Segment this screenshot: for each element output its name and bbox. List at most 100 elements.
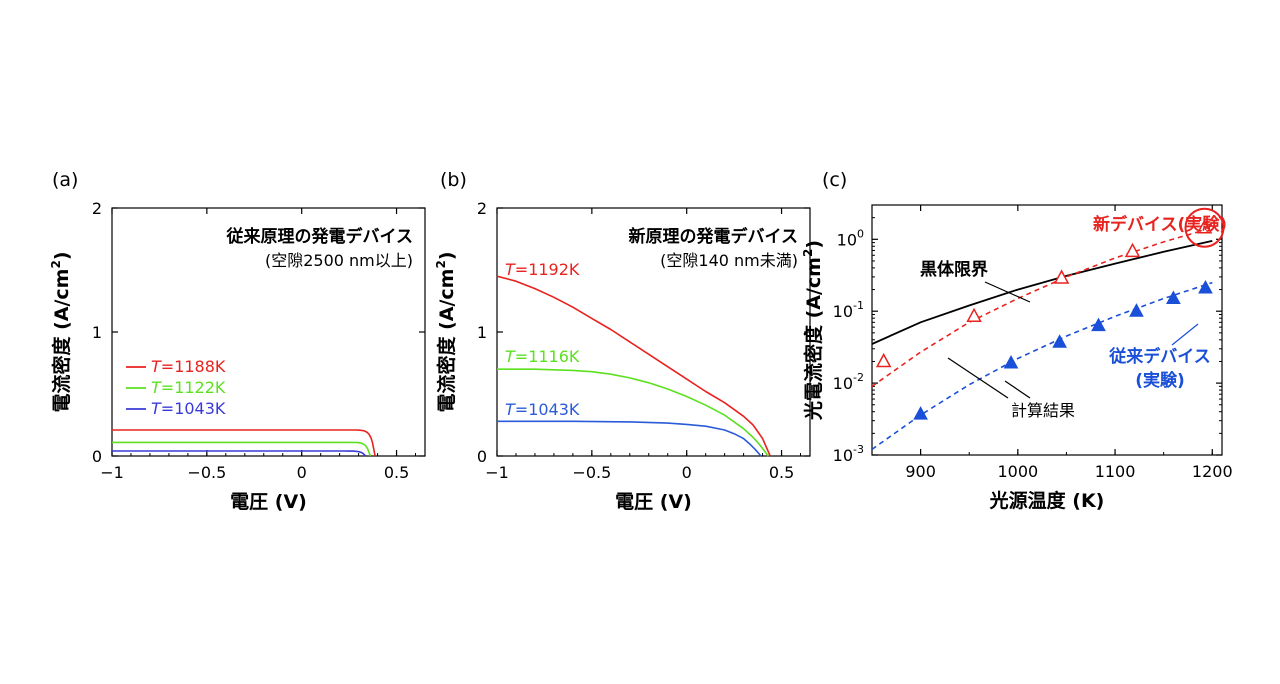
- highlight-circle: [1184, 207, 1225, 248]
- y-tick-label: 0: [92, 447, 102, 466]
- old-device-point: [1166, 290, 1181, 305]
- x-axis-label: 電圧 (V): [230, 491, 307, 513]
- old-device-point: [1003, 355, 1019, 369]
- x-tick-label: 1100: [1095, 462, 1136, 481]
- curve-label-0: T=1192K: [505, 260, 580, 279]
- y-axis-label-end: ): [51, 251, 73, 260]
- y-tick-exp: -2: [853, 371, 864, 384]
- x-tick-label: 1200: [1192, 462, 1233, 481]
- curve-label-name: =1043K: [515, 400, 580, 419]
- blackbody-leader: [984, 281, 1031, 303]
- y-tick-label: 1: [477, 323, 487, 342]
- calc-leader-2: [1004, 380, 1031, 399]
- curve-label-name: =1192K: [515, 260, 580, 279]
- iv-curve-0: [112, 429, 376, 457]
- old-device-leader: [1171, 323, 1199, 346]
- y-tick-label: 0: [477, 447, 487, 466]
- calc-leader-1: [947, 357, 1009, 399]
- legend-entry-0: T=1188K: [151, 357, 226, 376]
- panel-label: (c): [822, 169, 847, 191]
- legend-name: =1043K: [161, 399, 226, 418]
- y-tick-label: 1: [92, 323, 102, 342]
- x-tick-label: −1: [100, 463, 124, 482]
- y-axis-label-text: 光電流密度 (A/cm: [802, 257, 825, 421]
- y-axis-label-sup: 2: [49, 260, 63, 268]
- y-tick-label: 10-3: [833, 443, 864, 465]
- y-axis-label-text: 電流密度 (A/cm: [50, 269, 73, 413]
- legend-name: =1122K: [161, 378, 226, 397]
- blackbody-label: 黒体限界: [920, 259, 988, 280]
- curve-label-T: T: [505, 347, 516, 366]
- panel-subtitle: (空隙140 nm未満): [660, 251, 798, 270]
- iv-curve-1: [112, 441, 372, 457]
- y-tick-label: 100: [837, 227, 864, 249]
- y-axis-label: 電流密度 (A/cm2): [434, 251, 458, 412]
- y-axis-label-end: ): [803, 240, 825, 249]
- new-device-label: 新デバイス(実験): [1093, 214, 1227, 235]
- curve-label-T: T: [505, 400, 516, 419]
- panel-title: 従来原理の発電デバイス: [226, 226, 414, 247]
- y-tick-base: 10: [833, 446, 853, 465]
- old-device-label: 従来デバイス: [1108, 346, 1211, 367]
- curve-label-2: T=1043K: [505, 400, 580, 419]
- new-device-point: [1053, 269, 1070, 284]
- old-device-point: [1198, 279, 1213, 294]
- x-tick-label: 900: [905, 462, 936, 481]
- x-tick-label: 0.5: [769, 463, 794, 482]
- iv-curve-2: [497, 420, 762, 457]
- y-tick-base: 10: [833, 374, 853, 393]
- panel-label: (a): [52, 169, 78, 191]
- y-axis-label: 光電流密度 (A/cm2): [801, 240, 825, 421]
- legend-T: T: [151, 399, 162, 418]
- x-tick-label: 0: [682, 463, 692, 482]
- curve-label-T: T: [505, 260, 516, 279]
- legend-entry-2: T=1043K: [151, 399, 226, 418]
- x-axis-label: 光源温度 (K): [989, 489, 1105, 512]
- new-device-point: [966, 307, 982, 323]
- new-device-point: [875, 352, 892, 368]
- legend-entry-1: T=1122K: [151, 378, 226, 397]
- x-tick-label: −0.5: [187, 463, 226, 482]
- panel-subtitle: (空隙2500 nm以上): [265, 251, 413, 270]
- blackbody-curve: [872, 240, 1213, 345]
- iv-curve-2: [112, 450, 367, 457]
- y-tick-label: 2: [477, 199, 487, 218]
- y-tick-exp: 0: [857, 227, 864, 240]
- curve-label-name: =1116K: [515, 347, 580, 366]
- old-device-label-2: (実験): [1135, 370, 1185, 391]
- calc-label: 計算結果: [1011, 401, 1075, 420]
- legend-T: T: [151, 378, 162, 397]
- new-device-point: [1196, 219, 1213, 234]
- new-device-fit: [872, 226, 1213, 388]
- y-tick-base: 10: [833, 302, 853, 321]
- y-tick-label: 10-2: [833, 371, 864, 393]
- y-tick-exp: -1: [853, 299, 864, 312]
- new-device-point: [1124, 242, 1141, 258]
- x-axis-label: 電圧 (V): [615, 491, 692, 513]
- old-device-point: [1129, 303, 1144, 317]
- y-tick-exp: -3: [853, 443, 864, 456]
- iv-curve-0: [496, 275, 771, 457]
- x-tick-label: 0: [297, 463, 307, 482]
- y-axis-label: 電流密度 (A/cm2): [49, 251, 73, 412]
- y-tick-label: 10-1: [833, 299, 864, 321]
- panel-title: 新原理の発電デバイス: [629, 226, 799, 247]
- x-tick-label: 1000: [997, 462, 1038, 481]
- y-tick-base: 10: [837, 230, 857, 249]
- curve-label-1: T=1116K: [505, 347, 580, 366]
- old-device-point: [1052, 334, 1067, 348]
- y-axis-label-end: ): [436, 251, 458, 260]
- old-device-point: [1091, 317, 1106, 332]
- y-axis-label-sup: 2: [801, 249, 815, 257]
- y-tick-label: 2: [92, 199, 102, 218]
- panel-label: (b): [440, 169, 467, 191]
- x-tick-label: 0.5: [384, 463, 409, 482]
- old-device-fit: [872, 281, 1213, 450]
- legend-name: =1188K: [161, 357, 226, 376]
- legend-T: T: [151, 357, 162, 376]
